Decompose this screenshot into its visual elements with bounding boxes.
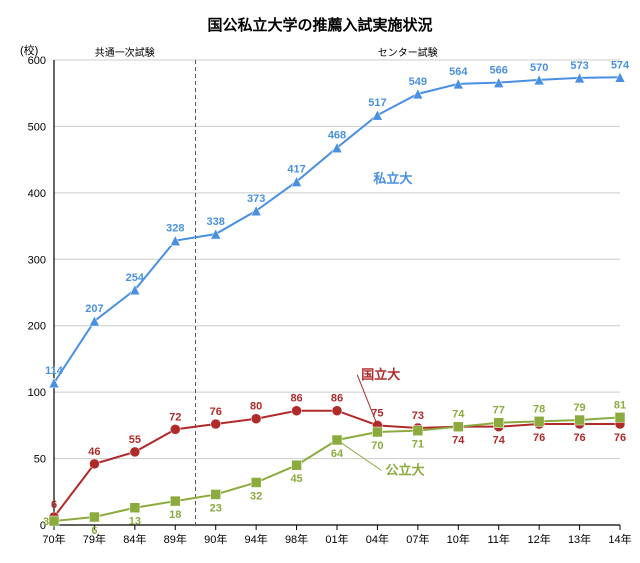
series-label-national: 国立大 <box>361 367 400 382</box>
marker-public <box>292 460 302 470</box>
marker-public <box>251 477 261 487</box>
data-label-national: 86 <box>290 393 302 405</box>
marker-public <box>89 512 99 522</box>
data-label-national: 73 <box>412 410 424 422</box>
data-label-private: 207 <box>85 303 103 315</box>
leader-national <box>357 375 377 426</box>
marker-public <box>534 416 544 426</box>
data-label-national: 74 <box>452 435 465 447</box>
chart-container: 国公私立大学の推薦入試実施状況 (校) 05010020030040050060… <box>0 0 640 563</box>
marker-national <box>89 459 99 469</box>
data-label-national: 46 <box>88 446 100 458</box>
y-tick-label: 50 <box>34 454 46 466</box>
data-label-public: 70 <box>371 440 383 452</box>
x-tick-label: 01年 <box>325 532 348 546</box>
marker-public <box>575 415 585 425</box>
x-tick-label: 84年 <box>123 532 146 546</box>
x-tick-label: 14年 <box>608 532 631 546</box>
data-label-public: 6 <box>91 525 97 537</box>
data-label-private: 517 <box>368 97 386 109</box>
data-label-national: 76 <box>573 432 585 444</box>
x-tick-label: 98年 <box>285 532 308 546</box>
data-label-private: 373 <box>247 193 265 205</box>
data-label-public: 79 <box>573 402 585 414</box>
data-label-private: 417 <box>287 164 305 176</box>
data-label-national: 76 <box>210 406 222 418</box>
marker-private <box>372 110 382 120</box>
data-label-private: 328 <box>166 223 184 235</box>
marker-public <box>130 503 140 513</box>
data-label-private: 114 <box>45 365 64 377</box>
data-label-public: 77 <box>493 405 505 417</box>
data-label-national: 76 <box>614 432 626 444</box>
series-label-public: 公立大 <box>386 463 425 478</box>
data-label-private: 549 <box>409 76 427 88</box>
data-label-public: 18 <box>169 509 181 521</box>
data-label-private: 468 <box>328 130 346 142</box>
marker-public <box>372 427 382 437</box>
data-label-public: 13 <box>129 516 141 528</box>
x-tick-label: 07年 <box>406 532 429 546</box>
data-label-private: 573 <box>570 60 588 72</box>
y-tick-label: 100 <box>28 387 46 399</box>
y-tick-label: 600 <box>28 55 46 67</box>
x-tick-label: 90年 <box>204 532 227 546</box>
data-label-private: 564 <box>449 66 468 78</box>
data-label-private: 570 <box>530 62 548 74</box>
series-line-private <box>54 77 620 383</box>
marker-national <box>332 406 342 416</box>
marker-national <box>292 406 302 416</box>
marker-national <box>211 419 221 429</box>
x-tick-label: 12年 <box>528 532 551 546</box>
data-label-national: 80 <box>250 401 262 413</box>
x-tick-label: 11年 <box>488 532 510 546</box>
data-label-public: 71 <box>412 439 424 451</box>
data-label-national: 86 <box>331 393 343 405</box>
x-tick-label: 70年 <box>42 532 65 546</box>
marker-public <box>453 422 463 432</box>
marker-national <box>251 414 261 424</box>
marker-public <box>494 418 504 428</box>
data-label-public: 81 <box>614 399 626 411</box>
marker-national <box>130 447 140 457</box>
marker-private <box>49 378 59 388</box>
series-label-private: 私立大 <box>373 171 412 186</box>
y-tick-label: 300 <box>28 254 46 266</box>
data-label-private: 566 <box>490 65 508 77</box>
y-tick-label: 400 <box>28 188 46 200</box>
marker-public <box>49 516 59 526</box>
data-label-national: 6 <box>51 499 57 511</box>
marker-public <box>211 489 221 499</box>
data-label-public: 23 <box>210 502 222 514</box>
marker-national <box>170 424 180 434</box>
data-label-public: 78 <box>533 403 545 415</box>
data-label-national: 76 <box>533 432 545 444</box>
data-label-public: 32 <box>250 490 262 502</box>
x-tick-label: 94年 <box>245 532 268 546</box>
x-tick-label: 10年 <box>447 532 470 546</box>
data-label-public: 64 <box>331 448 344 460</box>
data-label-national: 55 <box>129 434 141 446</box>
y-tick-label: 500 <box>28 121 46 133</box>
data-label-private: 338 <box>207 216 225 228</box>
x-tick-label: 04年 <box>366 532 389 546</box>
data-label-public: 45 <box>290 473 302 485</box>
data-label-public: 3 <box>43 516 49 528</box>
y-tick-label: 200 <box>28 321 46 333</box>
era-label-left: 共通一次試験 <box>95 46 155 59</box>
era-label-right: センター試験 <box>378 46 438 59</box>
x-tick-label: 13年 <box>568 532 591 546</box>
marker-public <box>413 426 423 436</box>
x-tick-label: 89年 <box>164 532 187 546</box>
data-label-public: 74 <box>452 409 465 421</box>
data-label-national: 74 <box>493 435 506 447</box>
marker-public <box>170 496 180 506</box>
marker-public <box>615 412 625 422</box>
data-label-private: 574 <box>611 59 630 71</box>
data-label-national: 72 <box>169 411 181 423</box>
data-label-private: 254 <box>126 272 145 284</box>
chart-svg: 05010020030040050060070年79年84年89年90年94年9… <box>0 0 640 563</box>
